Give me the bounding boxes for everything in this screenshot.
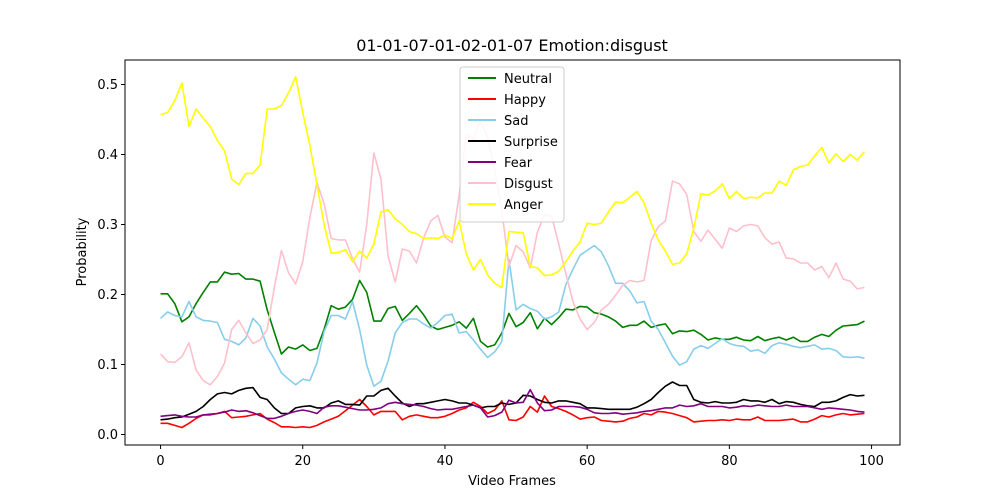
y-axis-label: Probability: [75, 217, 90, 286]
legend: Neutral Happy Sad Surprise Fear Disgust Anger: [459, 66, 565, 223]
x-axis-label: Video Frames: [468, 474, 556, 489]
series-line-anger: [160, 76, 866, 289]
x-tick-label: 100: [859, 454, 884, 469]
y-tick-label: 0.1: [97, 358, 118, 373]
legend-label-disgust: Disgust: [504, 177, 553, 192]
series-line-neutral: [160, 271, 865, 355]
legend-label-neutral: Neutral: [504, 72, 552, 87]
series-line-fear: [160, 388, 865, 420]
legend-label-fear: Fear: [504, 156, 533, 171]
x-tick-label: 40: [437, 454, 454, 469]
y-tick-label: 0.2: [97, 288, 118, 303]
legend-label-surprise: Surprise: [504, 135, 558, 150]
plot-frame: [124, 59, 901, 446]
y-tick-label: 0.0: [97, 428, 118, 443]
legend-label-happy: Happy: [504, 93, 546, 108]
chart-title: 01-01-07-01-02-01-07 Emotion:disgust: [356, 36, 668, 55]
series-line-disgust: [159, 120, 865, 386]
y-tick-label: 0.4: [97, 148, 118, 163]
series-line-sad: [160, 244, 865, 388]
y-tick-label: 0.5: [97, 78, 118, 93]
x-tick-label: 0: [156, 454, 164, 469]
series-layer: [159, 76, 866, 429]
y-tick-label: 0.3: [97, 218, 118, 233]
y-axis: 0.0 0.1 0.2 0.3 0.4 0.5: [97, 78, 125, 443]
plot-area: [124, 59, 901, 446]
series-line-happy: [160, 395, 865, 429]
legend-label-anger: Anger: [504, 198, 543, 213]
x-tick-label: 20: [294, 454, 311, 469]
x-tick-label: 60: [579, 454, 596, 469]
legend-label-sad: Sad: [504, 114, 528, 129]
series-line-surprise: [160, 381, 865, 421]
x-tick-label: 80: [721, 454, 738, 469]
x-axis: 0 20 40 60 80 100: [156, 445, 884, 469]
